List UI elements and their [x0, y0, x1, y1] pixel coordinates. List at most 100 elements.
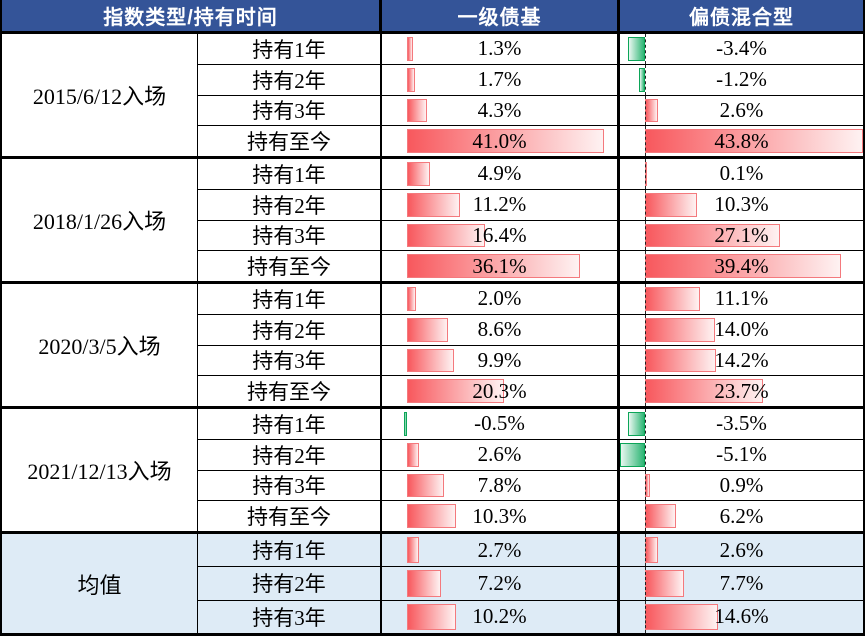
- fund2-data-bar: [645, 570, 684, 597]
- table-row: 持有1年 1.3% -3.4%: [198, 34, 863, 64]
- zero-axis-line: [645, 284, 647, 314]
- fund2-value-cell: 11.1%: [620, 284, 863, 314]
- holding-period-cell: 持有至今: [198, 376, 382, 406]
- fund2-value-label: 11.1%: [714, 286, 769, 311]
- fund2-data-bar: [645, 317, 715, 342]
- fund1-value-cell: 2.0%: [382, 284, 620, 314]
- header-fund1: 一级债基: [382, 0, 620, 31]
- zero-axis-line: [645, 126, 647, 156]
- table-row: 持有至今 10.3% 6.2%: [198, 500, 863, 531]
- fund2-data-bar: [645, 287, 701, 311]
- zero-axis-line: [645, 34, 647, 64]
- fund2-value-label: 43.8%: [714, 128, 769, 153]
- group-label: 2018/1/26入场: [2, 159, 198, 281]
- fund2-value-label: 14.2%: [714, 347, 769, 372]
- header-index-type: 指数类型/持有时间: [2, 0, 382, 31]
- holding-period-cell: 持有至今: [198, 126, 382, 156]
- fund2-data-bar: [645, 192, 697, 217]
- fund1-data-bar: [404, 412, 407, 436]
- fund2-value-cell: 39.4%: [620, 251, 863, 281]
- fund2-value-cell: 0.9%: [620, 470, 863, 501]
- table-header-row: 指数类型/持有时间 一级债基 偏债混合型: [2, 0, 863, 31]
- fund2-value-cell: 2.6%: [620, 534, 863, 567]
- entry-date-group: 2020/3/5入场 持有1年 2.0% 11.1% 持有2年 8.6% 14.…: [2, 281, 863, 406]
- fund2-value-cell: -3.5%: [620, 409, 863, 439]
- fund1-value-label: -0.5%: [474, 411, 525, 436]
- fund2-value-label: 14.0%: [714, 317, 769, 342]
- fund2-value-label: -3.4%: [716, 36, 767, 61]
- fund2-data-bar: [645, 537, 659, 564]
- fund2-value-label: 39.4%: [714, 253, 769, 278]
- fund2-value-label: 14.6%: [714, 604, 769, 629]
- group-rows: 持有1年 2.0% 11.1% 持有2年 8.6% 14.0% 持有3年 9.9…: [198, 284, 863, 406]
- fund1-value-label: 8.6%: [477, 317, 522, 342]
- holding-period-cell: 持有2年: [198, 567, 382, 600]
- fund2-value-label: 10.3%: [714, 192, 769, 217]
- fund1-value-label: 2.7%: [477, 537, 522, 562]
- table-row: 持有2年 2.6% -5.1%: [198, 438, 863, 470]
- fund1-value-label: 2.0%: [477, 286, 522, 311]
- fund2-value-label: 0.1%: [719, 161, 764, 186]
- zero-axis-line: [645, 376, 647, 406]
- holding-period-cell: 持有3年: [198, 220, 382, 251]
- fund2-data-bar: [620, 442, 646, 467]
- group-label: 2020/3/5入场: [2, 284, 198, 406]
- table-row: 持有至今 36.1% 39.4%: [198, 250, 863, 281]
- fund2-value-label: -5.1%: [716, 442, 767, 467]
- table-row: 持有3年 9.9% 14.2%: [198, 344, 863, 376]
- fund1-value-cell: 11.2%: [382, 189, 620, 220]
- fund2-data-bar: [645, 603, 718, 630]
- zero-axis-line: [645, 409, 647, 439]
- fund1-value-cell: 2.7%: [382, 534, 620, 567]
- fund1-value-cell: 4.9%: [382, 159, 620, 189]
- group-label: 均值: [2, 534, 198, 633]
- zero-axis-line: [645, 220, 647, 251]
- holding-period-cell: 持有3年: [198, 95, 382, 126]
- holding-period-cell: 持有3年: [198, 345, 382, 376]
- table-row: 持有1年 -0.5% -3.5%: [198, 409, 863, 439]
- fund1-value-label: 1.3%: [477, 36, 522, 61]
- table-row: 持有至今 20.3% 23.7%: [198, 375, 863, 406]
- fund1-data-bar: [406, 317, 448, 342]
- fund1-value-cell: 10.2%: [382, 600, 620, 633]
- fund1-value-label: 7.2%: [477, 570, 522, 595]
- fund1-value-cell: 41.0%: [382, 126, 620, 156]
- holding-period-cell: 持有1年: [198, 409, 382, 439]
- fund2-data-bar: [645, 504, 677, 528]
- fund2-value-cell: 10.3%: [620, 189, 863, 220]
- fund1-data-bar: [406, 537, 420, 564]
- entry-date-group: 2015/6/12入场 持有1年 1.3% -3.4% 持有2年 1.7% -1…: [2, 31, 863, 156]
- fund1-value-label: 2.6%: [477, 442, 522, 467]
- fund1-value-cell: 36.1%: [382, 251, 620, 281]
- holding-period-cell: 持有3年: [198, 600, 382, 633]
- fund1-value-cell: 7.8%: [382, 470, 620, 501]
- zero-axis-line: [645, 189, 647, 220]
- fund2-value-cell: 6.2%: [620, 501, 863, 531]
- fund1-value-label: 20.3%: [472, 378, 527, 403]
- fund2-value-label: 7.7%: [719, 570, 764, 595]
- entry-date-group: 均值 持有1年 2.7% 2.6% 持有2年 7.2% 7.7% 持有3年 10…: [2, 531, 863, 633]
- fund1-value-cell: 10.3%: [382, 501, 620, 531]
- group-rows: 持有1年 -0.5% -3.5% 持有2年 2.6% -5.1% 持有3年 7.…: [198, 409, 863, 531]
- fund2-value-label: 0.9%: [719, 472, 764, 497]
- fund1-value-label: 16.4%: [472, 222, 527, 247]
- fund1-value-cell: 1.3%: [382, 34, 620, 64]
- zero-axis-line: [645, 600, 647, 633]
- fund2-value-label: 6.2%: [719, 503, 764, 528]
- entry-date-group: 2021/12/13入场 持有1年 -0.5% -3.5% 持有2年 2.6% …: [2, 406, 863, 531]
- table-row: 持有1年 2.7% 2.6%: [198, 534, 863, 567]
- group-rows: 持有1年 4.9% 0.1% 持有2年 11.2% 10.3% 持有3年 16.…: [198, 159, 863, 281]
- holding-period-cell: 持有2年: [198, 314, 382, 345]
- header-fund2: 偏债混合型: [689, 7, 794, 29]
- zero-axis-line: [645, 567, 647, 600]
- holding-period-cell: 持有1年: [198, 34, 382, 64]
- zero-axis-line: [645, 251, 647, 281]
- fund2-data-bar: [627, 412, 646, 436]
- table-row: 持有3年 7.8% 0.9%: [198, 469, 863, 501]
- holding-period-cell: 持有至今: [198, 501, 382, 531]
- fund1-data-bar: [406, 254, 580, 278]
- fund2-value-label: 2.6%: [719, 97, 764, 122]
- zero-axis-line: [645, 64, 647, 95]
- fund1-data-bar: [406, 67, 415, 92]
